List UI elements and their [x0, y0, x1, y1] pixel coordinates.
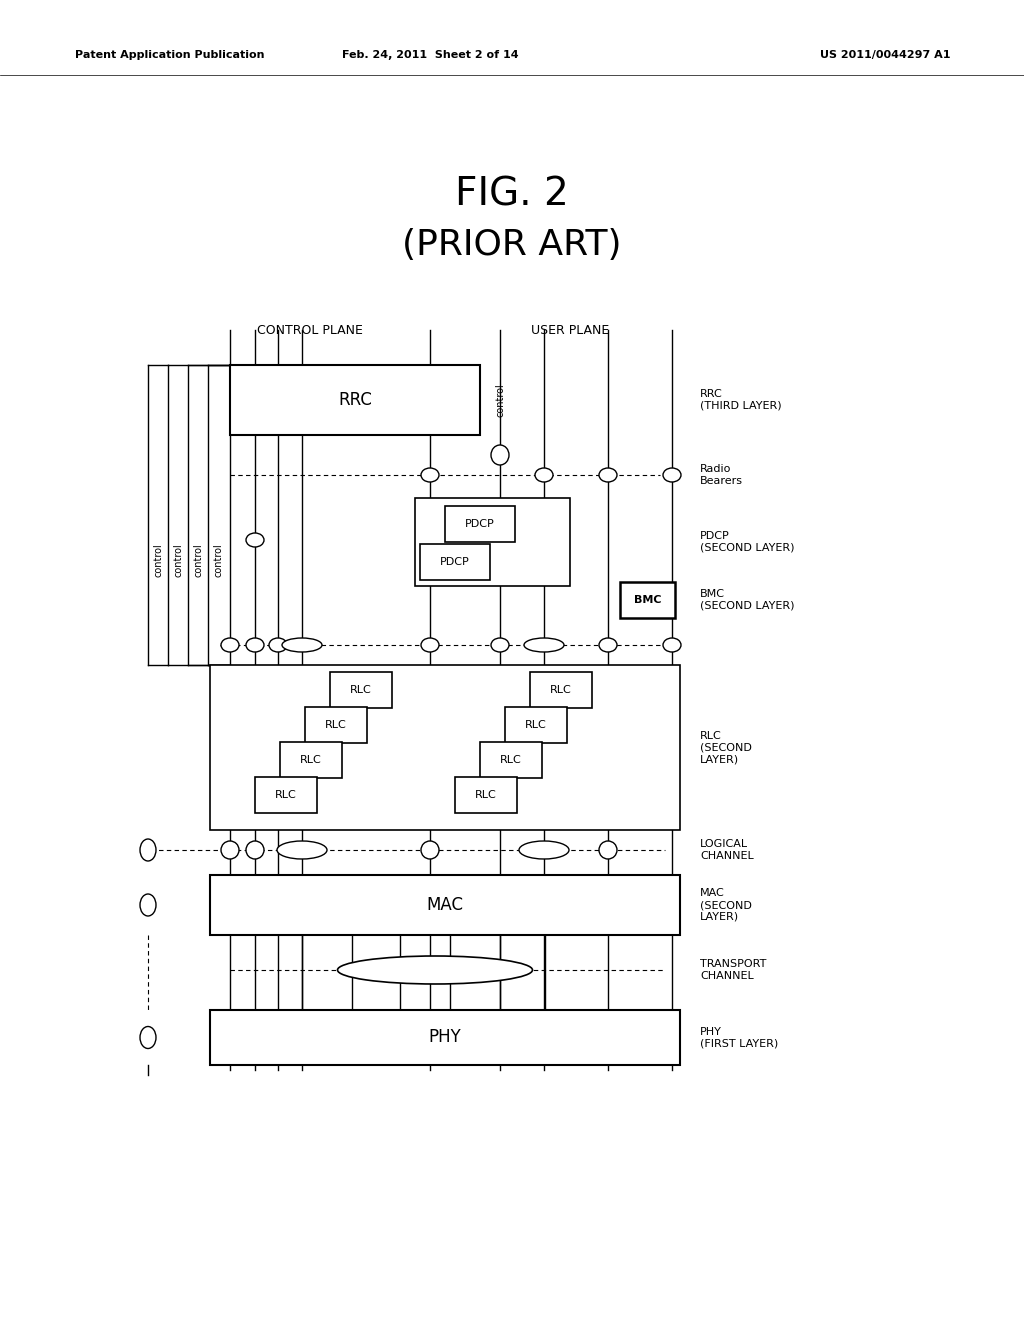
Bar	[455, 777, 517, 813]
Text: RLC: RLC	[300, 755, 322, 766]
Bar	[420, 544, 490, 579]
Text: RLC: RLC	[475, 789, 497, 800]
Text: US 2011/0044297 A1: US 2011/0044297 A1	[819, 50, 950, 59]
Text: FIG. 2: FIG. 2	[455, 176, 569, 214]
Text: BMC
(SECOND LAYER): BMC (SECOND LAYER)	[700, 589, 795, 611]
Bar	[230, 366, 480, 436]
Text: RLC: RLC	[525, 719, 547, 730]
Bar	[280, 742, 342, 777]
Text: RLC: RLC	[550, 685, 571, 696]
Text: PDCP: PDCP	[440, 557, 470, 568]
Ellipse shape	[246, 533, 264, 546]
Text: control: control	[193, 543, 203, 577]
Bar	[210, 665, 680, 830]
Text: RRC: RRC	[338, 391, 372, 409]
Ellipse shape	[269, 638, 287, 652]
Ellipse shape	[421, 841, 439, 859]
Bar	[305, 708, 367, 743]
Ellipse shape	[140, 894, 156, 916]
Bar	[505, 708, 567, 743]
Text: Radio
Bearers: Radio Bearers	[700, 465, 743, 486]
Text: Patent Application Publication: Patent Application Publication	[75, 50, 264, 59]
Text: control: control	[153, 543, 163, 577]
Text: RLC: RLC	[350, 685, 372, 696]
Ellipse shape	[524, 638, 564, 652]
Ellipse shape	[221, 841, 239, 859]
Text: RLC: RLC	[500, 755, 522, 766]
Text: PDCP: PDCP	[465, 519, 495, 529]
Text: RLC: RLC	[326, 719, 347, 730]
Ellipse shape	[519, 841, 569, 859]
Text: LOGICAL
CHANNEL: LOGICAL CHANNEL	[700, 840, 754, 861]
Text: PHY
(FIRST LAYER): PHY (FIRST LAYER)	[700, 1027, 778, 1048]
Text: USER PLANE: USER PLANE	[530, 323, 609, 337]
Text: TRANSPORT
CHANNEL: TRANSPORT CHANNEL	[700, 960, 766, 981]
Ellipse shape	[490, 638, 509, 652]
Ellipse shape	[490, 445, 509, 465]
Text: MAC
(SECOND
LAYER): MAC (SECOND LAYER)	[700, 888, 752, 921]
Ellipse shape	[599, 841, 617, 859]
Text: control: control	[495, 383, 505, 417]
Text: BMC: BMC	[634, 595, 662, 605]
Ellipse shape	[663, 469, 681, 482]
Bar	[620, 582, 675, 618]
Text: RLC: RLC	[275, 789, 297, 800]
Ellipse shape	[421, 638, 439, 652]
Text: control: control	[173, 543, 183, 577]
Bar	[480, 742, 542, 777]
Bar	[415, 498, 570, 586]
Ellipse shape	[535, 469, 553, 482]
Ellipse shape	[599, 469, 617, 482]
Text: control: control	[213, 543, 223, 577]
Text: (PRIOR ART): (PRIOR ART)	[402, 228, 622, 261]
Text: RLC
(SECOND
LAYER): RLC (SECOND LAYER)	[700, 731, 752, 764]
Bar	[530, 672, 592, 708]
Bar	[210, 875, 680, 935]
Ellipse shape	[140, 1027, 156, 1048]
Bar	[330, 672, 392, 708]
Ellipse shape	[599, 638, 617, 652]
Text: PHY: PHY	[429, 1028, 462, 1047]
Ellipse shape	[246, 638, 264, 652]
Bar	[445, 506, 515, 543]
Text: Feb. 24, 2011  Sheet 2 of 14: Feb. 24, 2011 Sheet 2 of 14	[342, 50, 518, 59]
Ellipse shape	[246, 841, 264, 859]
Ellipse shape	[278, 841, 327, 859]
Ellipse shape	[282, 638, 322, 652]
Text: RRC
(THIRD LAYER): RRC (THIRD LAYER)	[700, 389, 781, 411]
Ellipse shape	[338, 956, 532, 983]
Ellipse shape	[421, 469, 439, 482]
Bar	[210, 1010, 680, 1065]
Text: PDCP
(SECOND LAYER): PDCP (SECOND LAYER)	[700, 531, 795, 553]
Text: MAC: MAC	[427, 896, 464, 913]
Bar	[255, 777, 317, 813]
Ellipse shape	[221, 638, 239, 652]
Text: CONTROL PLANE: CONTROL PLANE	[257, 323, 362, 337]
Ellipse shape	[140, 840, 156, 861]
Ellipse shape	[663, 638, 681, 652]
